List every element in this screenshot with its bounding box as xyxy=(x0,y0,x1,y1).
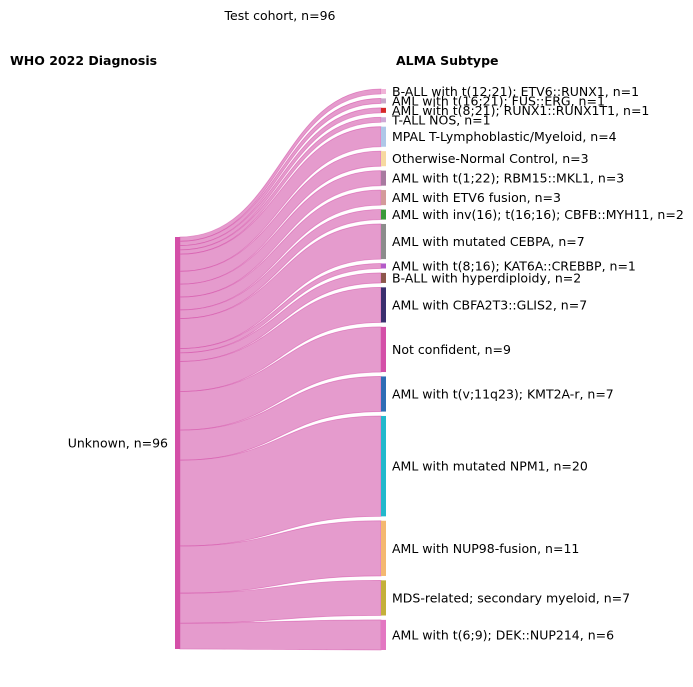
target-node-bar xyxy=(381,376,386,412)
target-node-bar xyxy=(381,580,386,616)
target-node-bar xyxy=(381,151,386,167)
target-node-bar xyxy=(381,170,386,186)
flow-link xyxy=(179,189,382,311)
source-node-bar xyxy=(175,237,180,649)
target-node-bar xyxy=(381,326,386,373)
target-node-bar xyxy=(381,190,386,206)
target-node-label: AML with t(1;22); RBM15::MKL1, n=3 xyxy=(392,171,624,186)
target-node-label: Not confident, n=9 xyxy=(392,342,511,357)
target-node-bar xyxy=(381,117,386,123)
target-node-bar xyxy=(381,126,386,147)
target-node-bar xyxy=(381,520,386,576)
target-node-bar xyxy=(381,98,386,104)
target-node-label: AML with t(6;9); DEK::NUP214, n=6 xyxy=(392,627,614,642)
source-node-group: Unknown, n=96 xyxy=(68,237,180,649)
target-node-bar xyxy=(381,263,386,269)
target-node-label: MPAL T-Lymphoblastic/Myeloid, n=4 xyxy=(392,129,617,144)
target-node-label: AML with t(v;11q23); KMT2A-r, n=7 xyxy=(392,387,614,402)
flow-link xyxy=(179,619,382,651)
flow-link xyxy=(179,326,382,431)
target-node-bar xyxy=(381,223,386,260)
target-node-label: AML with mutated NPM1, n=20 xyxy=(392,459,588,474)
flow-link xyxy=(179,98,382,246)
target-node-label: AML with ETV6 fusion, n=3 xyxy=(392,190,561,205)
target-node-bar xyxy=(381,287,386,323)
left-axis-header: WHO 2022 Diagnosis xyxy=(10,53,157,68)
target-node-bar xyxy=(381,209,386,220)
target-node-bar xyxy=(381,415,386,517)
flow-link xyxy=(179,88,382,242)
target-node-label: AML with CBFA2T3::GLIS2, n=7 xyxy=(392,297,587,312)
target-node-label: AML with t(8;21); RUNX1::RUNX1T1, n=1 xyxy=(392,103,649,118)
target-node-bar xyxy=(381,272,386,283)
target-node-bar xyxy=(381,89,386,95)
target-node-label: B-ALL with hyperdiploidy, n=2 xyxy=(392,270,581,285)
target-node-bar xyxy=(381,619,386,650)
flow-link xyxy=(179,272,382,362)
flow-group xyxy=(179,88,382,651)
target-node-label: Otherwise-Normal Control, n=3 xyxy=(392,151,589,166)
target-node-bar xyxy=(381,107,386,113)
target-node-label: AML with NUP98-fusion, n=11 xyxy=(392,541,579,556)
chart-title: Test cohort, n=96 xyxy=(224,8,336,23)
target-node-label: AML with t(16;21); FUS::ERG, n=1 xyxy=(392,93,605,108)
target-node-label: AML with inv(16); t(16;16); CBFB::MYH11,… xyxy=(392,207,684,222)
target-node-label: AML with mutated CEBPA, n=7 xyxy=(392,234,585,249)
flow-link xyxy=(179,170,382,298)
target-node-label: AML with t(8;16); KAT6A::CREBBP, n=1 xyxy=(392,258,636,273)
right-axis-header: ALMA Subtype xyxy=(396,53,499,68)
source-node-label: Unknown, n=96 xyxy=(68,436,168,451)
target-node-label: B-ALL with t(12;21); ETV6::RUNX1, n=1 xyxy=(392,84,639,99)
target-node-label: MDS-related; secondary myeloid, n=7 xyxy=(392,590,630,605)
target-node-group: B-ALL with t(12;21); ETV6::RUNX1, n=1AML… xyxy=(381,84,684,650)
target-node-label: T-ALL NOS, n=1 xyxy=(391,112,491,127)
